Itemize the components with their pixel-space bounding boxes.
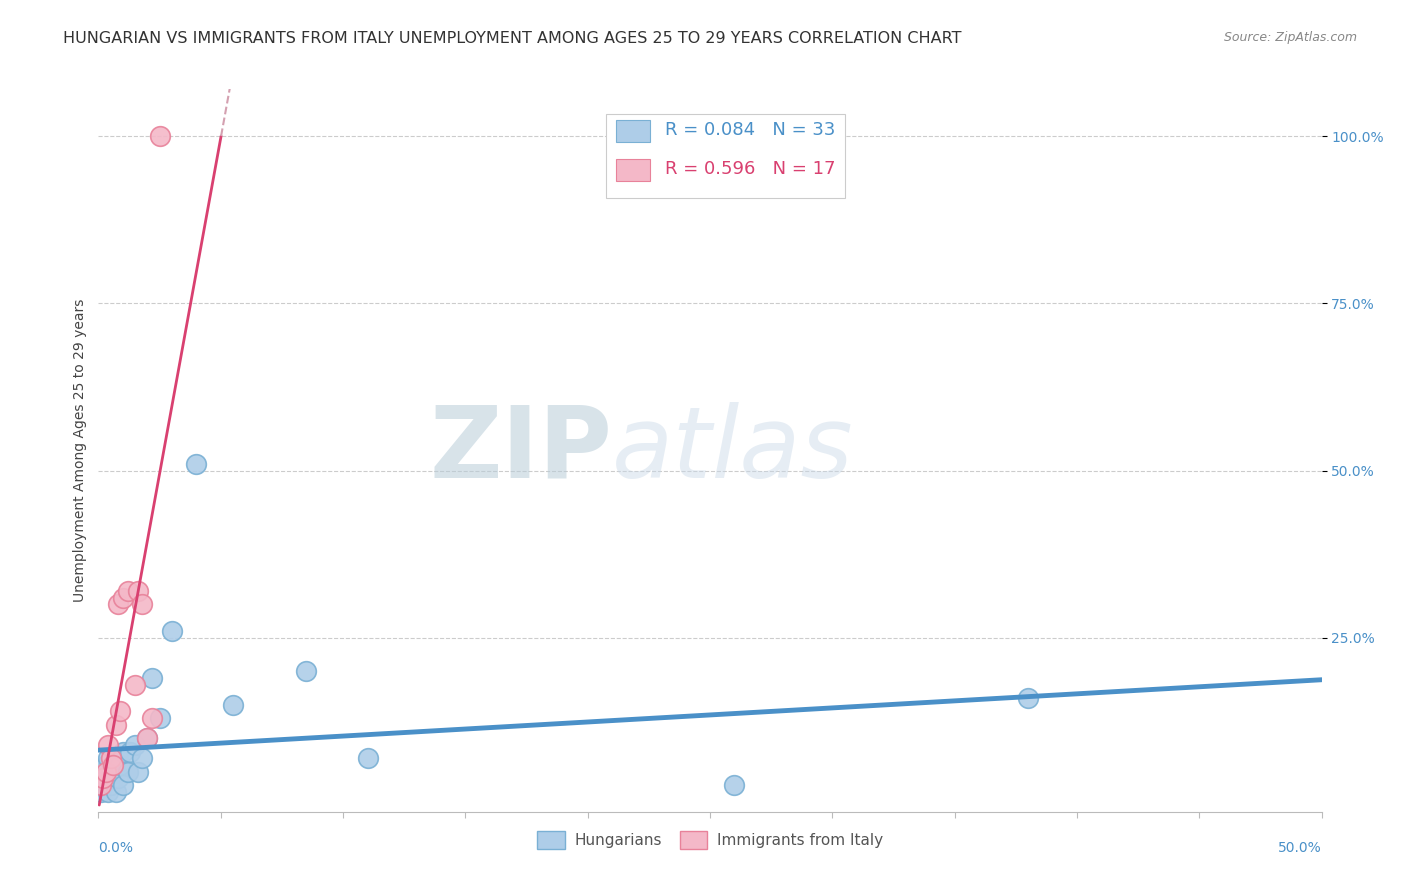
Point [104,717,127,731]
Point [101,758,124,772]
Point [149,711,172,725]
Point [141,711,163,725]
Text: ZIP: ZIP [429,402,612,499]
Point [91,771,114,786]
Point [141,671,163,685]
Text: HUNGARIAN VS IMMIGRANTS FROM ITALY UNEMPLOYMENT AMONG AGES 25 TO 29 YEARS CORREL: HUNGARIAN VS IMMIGRANTS FROM ITALY UNEMP… [63,31,962,46]
Point [186,457,208,471]
Legend: Hungarians, Immigrants from Italy: Hungarians, Immigrants from Italy [531,825,889,855]
Point [97,785,120,799]
Point [124,678,146,692]
Point [100,778,122,792]
Point [149,128,172,143]
Point [124,738,146,752]
Point [136,731,159,746]
Point [111,778,134,792]
Point [100,764,122,779]
Point [356,751,378,765]
Point [136,731,159,746]
Point [101,758,124,772]
Point [107,751,129,765]
Text: 50.0%: 50.0% [1278,840,1322,855]
Point [107,598,129,612]
Point [90,785,112,799]
Text: 0.0%: 0.0% [98,840,134,855]
Text: Source: ZipAtlas.com: Source: ZipAtlas.com [1223,31,1357,45]
Point [91,764,114,779]
Point [111,744,134,758]
Point [117,764,139,779]
Point [131,598,153,612]
Point [107,771,129,786]
Text: R = 0.596   N = 17: R = 0.596 N = 17 [665,161,835,178]
Point [295,664,318,679]
Point [104,785,127,799]
Point [97,751,120,765]
Point [90,778,112,792]
Point [94,764,117,779]
FancyBboxPatch shape [616,160,650,181]
Point [120,744,142,758]
Point [91,778,114,792]
FancyBboxPatch shape [606,114,845,198]
FancyBboxPatch shape [616,120,650,142]
Point [131,751,153,765]
Text: atlas: atlas [612,402,853,499]
Point [111,591,134,605]
Point [117,584,139,599]
Point [97,738,120,752]
Point [94,771,117,786]
Point [94,758,117,772]
Point [104,764,127,779]
Point [101,771,124,786]
Point [110,758,132,772]
Point [127,584,149,599]
Point [110,705,132,719]
Point [100,751,122,765]
Point [127,764,149,779]
Y-axis label: Unemployment Among Ages 25 to 29 years: Unemployment Among Ages 25 to 29 years [73,299,87,602]
Point [222,698,245,712]
Text: R = 0.084   N = 33: R = 0.084 N = 33 [665,121,835,139]
Point [160,624,183,639]
Point [1017,690,1039,705]
Point [723,778,745,792]
